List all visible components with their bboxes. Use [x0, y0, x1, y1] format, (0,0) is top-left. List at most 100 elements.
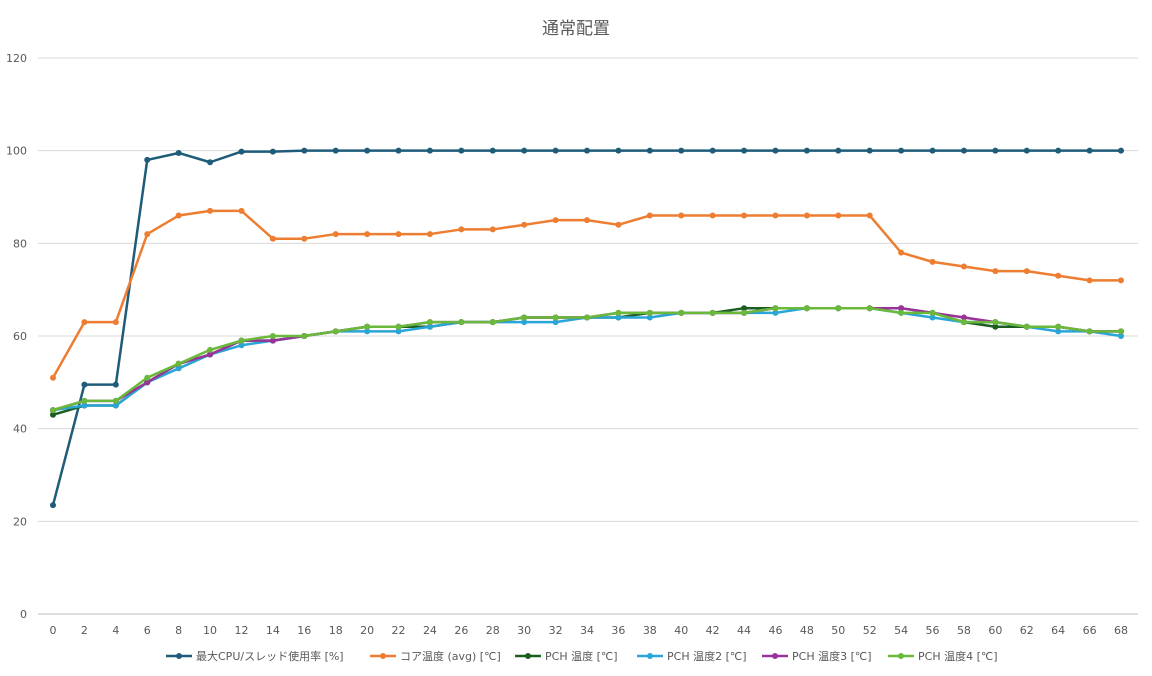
- data-point: [238, 337, 245, 344]
- data-point: [866, 147, 873, 154]
- series-line: [52, 306, 1121, 412]
- data-point: [552, 217, 559, 224]
- data-point: [521, 314, 528, 321]
- legend-label: コア温度 (avg) [℃]: [400, 649, 501, 663]
- data-point: [929, 309, 936, 316]
- data-point: [709, 212, 716, 219]
- data-point: [615, 309, 622, 316]
- data-point: [50, 411, 56, 418]
- data-point: [81, 397, 88, 404]
- data-point: [803, 212, 810, 219]
- data-point: [207, 159, 214, 166]
- y-tick-label: 0: [20, 608, 27, 621]
- data-point: [646, 147, 653, 154]
- x-tick-label: 54: [894, 624, 908, 637]
- y-tick-label: 100: [6, 145, 27, 158]
- data-point: [50, 407, 56, 414]
- data-point: [332, 328, 339, 335]
- data-point: [866, 212, 873, 219]
- x-tick-label: 46: [768, 624, 782, 637]
- legend-swatch-marker: [772, 653, 778, 659]
- data-point: [395, 328, 402, 335]
- data-point: [489, 319, 496, 326]
- data-point: [144, 231, 151, 238]
- data-point: [175, 212, 182, 219]
- data-point: [615, 314, 622, 321]
- data-point: [584, 217, 590, 224]
- data-point: [929, 314, 936, 321]
- data-point: [615, 221, 622, 228]
- data-point: [898, 305, 905, 312]
- x-tick-label: 10: [203, 624, 217, 637]
- data-point: [960, 263, 967, 270]
- data-point: [1023, 268, 1030, 275]
- data-point: [552, 147, 559, 154]
- data-point: [898, 249, 905, 256]
- data-point: [521, 319, 528, 326]
- series-line: [52, 306, 1121, 412]
- x-tick-label: 38: [643, 624, 657, 637]
- legend-label: PCH 温度4 [℃]: [918, 649, 998, 663]
- data-point: [772, 305, 779, 312]
- data-point: [207, 207, 214, 214]
- data-point: [301, 235, 308, 242]
- x-tick-label: 58: [957, 624, 971, 637]
- x-tick-label: 36: [611, 624, 625, 637]
- data-point: [1086, 147, 1093, 154]
- x-tick-label: 48: [800, 624, 814, 637]
- data-point: [646, 309, 653, 316]
- data-point: [646, 314, 653, 321]
- data-point: [772, 309, 779, 316]
- x-tick-label: 6: [144, 624, 151, 637]
- data-point: [81, 319, 88, 326]
- data-point: [1055, 147, 1062, 154]
- data-point: [1118, 333, 1124, 339]
- data-point: [269, 333, 276, 339]
- data-point: [1086, 277, 1093, 284]
- data-point: [709, 309, 716, 316]
- legend-label: PCH 温度3 [℃]: [792, 649, 872, 663]
- data-point: [866, 305, 873, 312]
- series-line: [52, 306, 1121, 416]
- x-tick-label: 4: [112, 624, 119, 637]
- x-tick-label: 16: [297, 624, 311, 637]
- data-point: [741, 305, 748, 312]
- data-point: [1055, 323, 1062, 330]
- data-point: [364, 328, 371, 335]
- y-tick-label: 40: [13, 423, 27, 436]
- x-tick-label: 12: [234, 624, 248, 637]
- data-point: [112, 397, 119, 404]
- data-point: [992, 147, 999, 154]
- data-point: [929, 147, 936, 154]
- data-point: [332, 147, 339, 154]
- data-point: [458, 226, 465, 233]
- legend-swatch-marker: [525, 653, 531, 659]
- data-point: [395, 147, 402, 154]
- data-point: [332, 231, 339, 238]
- data-point: [960, 314, 967, 321]
- x-tick-label: 44: [737, 624, 751, 637]
- chart-title: 通常配置: [542, 19, 610, 39]
- data-point: [112, 319, 119, 326]
- series-line: [52, 306, 1122, 412]
- x-tick-label: 8: [175, 624, 182, 637]
- data-point: [521, 147, 528, 154]
- data-point: [81, 381, 88, 388]
- data-point: [426, 323, 433, 330]
- data-point: [395, 323, 402, 330]
- y-tick-label: 20: [13, 515, 27, 528]
- data-point: [584, 147, 590, 154]
- data-point: [489, 226, 496, 233]
- x-tick-label: 18: [329, 624, 343, 637]
- data-point: [144, 379, 151, 386]
- data-point: [678, 309, 685, 316]
- x-tick-label: 14: [266, 624, 280, 637]
- legend-swatch-marker: [898, 653, 904, 659]
- x-tick-label: 20: [360, 624, 374, 637]
- data-point: [772, 212, 779, 219]
- data-point: [207, 346, 214, 353]
- data-point: [238, 148, 245, 155]
- data-point: [1055, 272, 1062, 279]
- x-tick-label: 62: [1020, 624, 1034, 637]
- data-point: [646, 212, 653, 219]
